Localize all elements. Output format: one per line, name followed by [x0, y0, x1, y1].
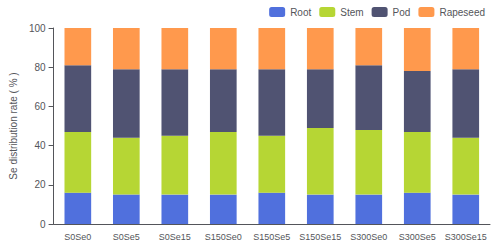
svg-text:Root: Root [290, 7, 311, 18]
svg-text:20: 20 [34, 179, 46, 190]
svg-text:Pod: Pod [393, 7, 411, 18]
svg-text:S150Se15: S150Se15 [299, 232, 341, 242]
svg-text:60: 60 [34, 101, 46, 112]
svg-text:Stem: Stem [340, 7, 363, 18]
svg-text:S0Se0: S0Se0 [64, 232, 91, 242]
svg-text:0: 0 [40, 219, 46, 230]
svg-text:100: 100 [29, 23, 46, 34]
svg-text:S0Se15: S0Se15 [159, 232, 191, 242]
svg-text:S0Se5: S0Se5 [113, 232, 140, 242]
svg-text:Se distribution rate ( % ): Se distribution rate ( % ) [8, 72, 19, 179]
svg-text:S300Se15: S300Se15 [445, 232, 487, 242]
svg-text:S150Se5: S150Se5 [253, 232, 290, 242]
svg-text:Rapeseed: Rapeseed [439, 7, 485, 18]
svg-text:40: 40 [34, 140, 46, 151]
svg-text:S300Se5: S300Se5 [399, 232, 436, 242]
svg-text:S300Se0: S300Se0 [350, 232, 387, 242]
svg-text:S150Se0: S150Se0 [205, 232, 242, 242]
svg-text:80: 80 [34, 62, 46, 73]
